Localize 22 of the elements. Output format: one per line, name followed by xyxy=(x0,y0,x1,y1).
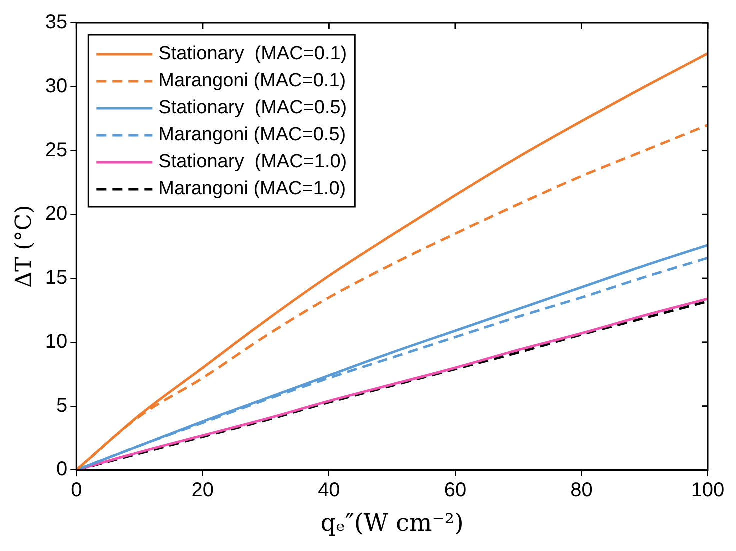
legend-label: Marangoni (MAC=0.5) xyxy=(158,124,346,146)
y-tick-label: 5 xyxy=(56,394,68,417)
x-tick-label: 20 xyxy=(192,480,214,502)
y-tick-label: 10 xyxy=(45,330,68,353)
x-axis-title: qₑ″(W cm⁻²) xyxy=(320,508,464,537)
y-tick-label: 20 xyxy=(45,203,68,226)
y-tick-label: 35 xyxy=(45,12,68,34)
y-tick-label: 0 xyxy=(56,458,68,481)
y-tick-label: 30 xyxy=(45,75,68,98)
y-axis-title: ΔT (°C) xyxy=(12,205,37,288)
legend-label: Stationary (MAC=1.0) xyxy=(158,152,348,173)
legend-label: Stationary (MAC=0.5) xyxy=(158,98,348,119)
y-tick-label: 15 xyxy=(45,267,68,290)
x-tick-label: 100 xyxy=(691,480,725,502)
x-tick-label: 0 xyxy=(71,480,82,502)
x-tick-label: 40 xyxy=(318,480,340,502)
legend-label: Marangoni (MAC=1.0) xyxy=(158,178,346,200)
x-tick-label: 60 xyxy=(444,480,467,502)
y-tick-label: 25 xyxy=(45,139,68,162)
legend-label: Marangoni (MAC=0.1) xyxy=(158,70,346,92)
x-tick-label: 80 xyxy=(570,480,593,502)
legend-label: Stationary (MAC=0.1) xyxy=(158,44,348,65)
